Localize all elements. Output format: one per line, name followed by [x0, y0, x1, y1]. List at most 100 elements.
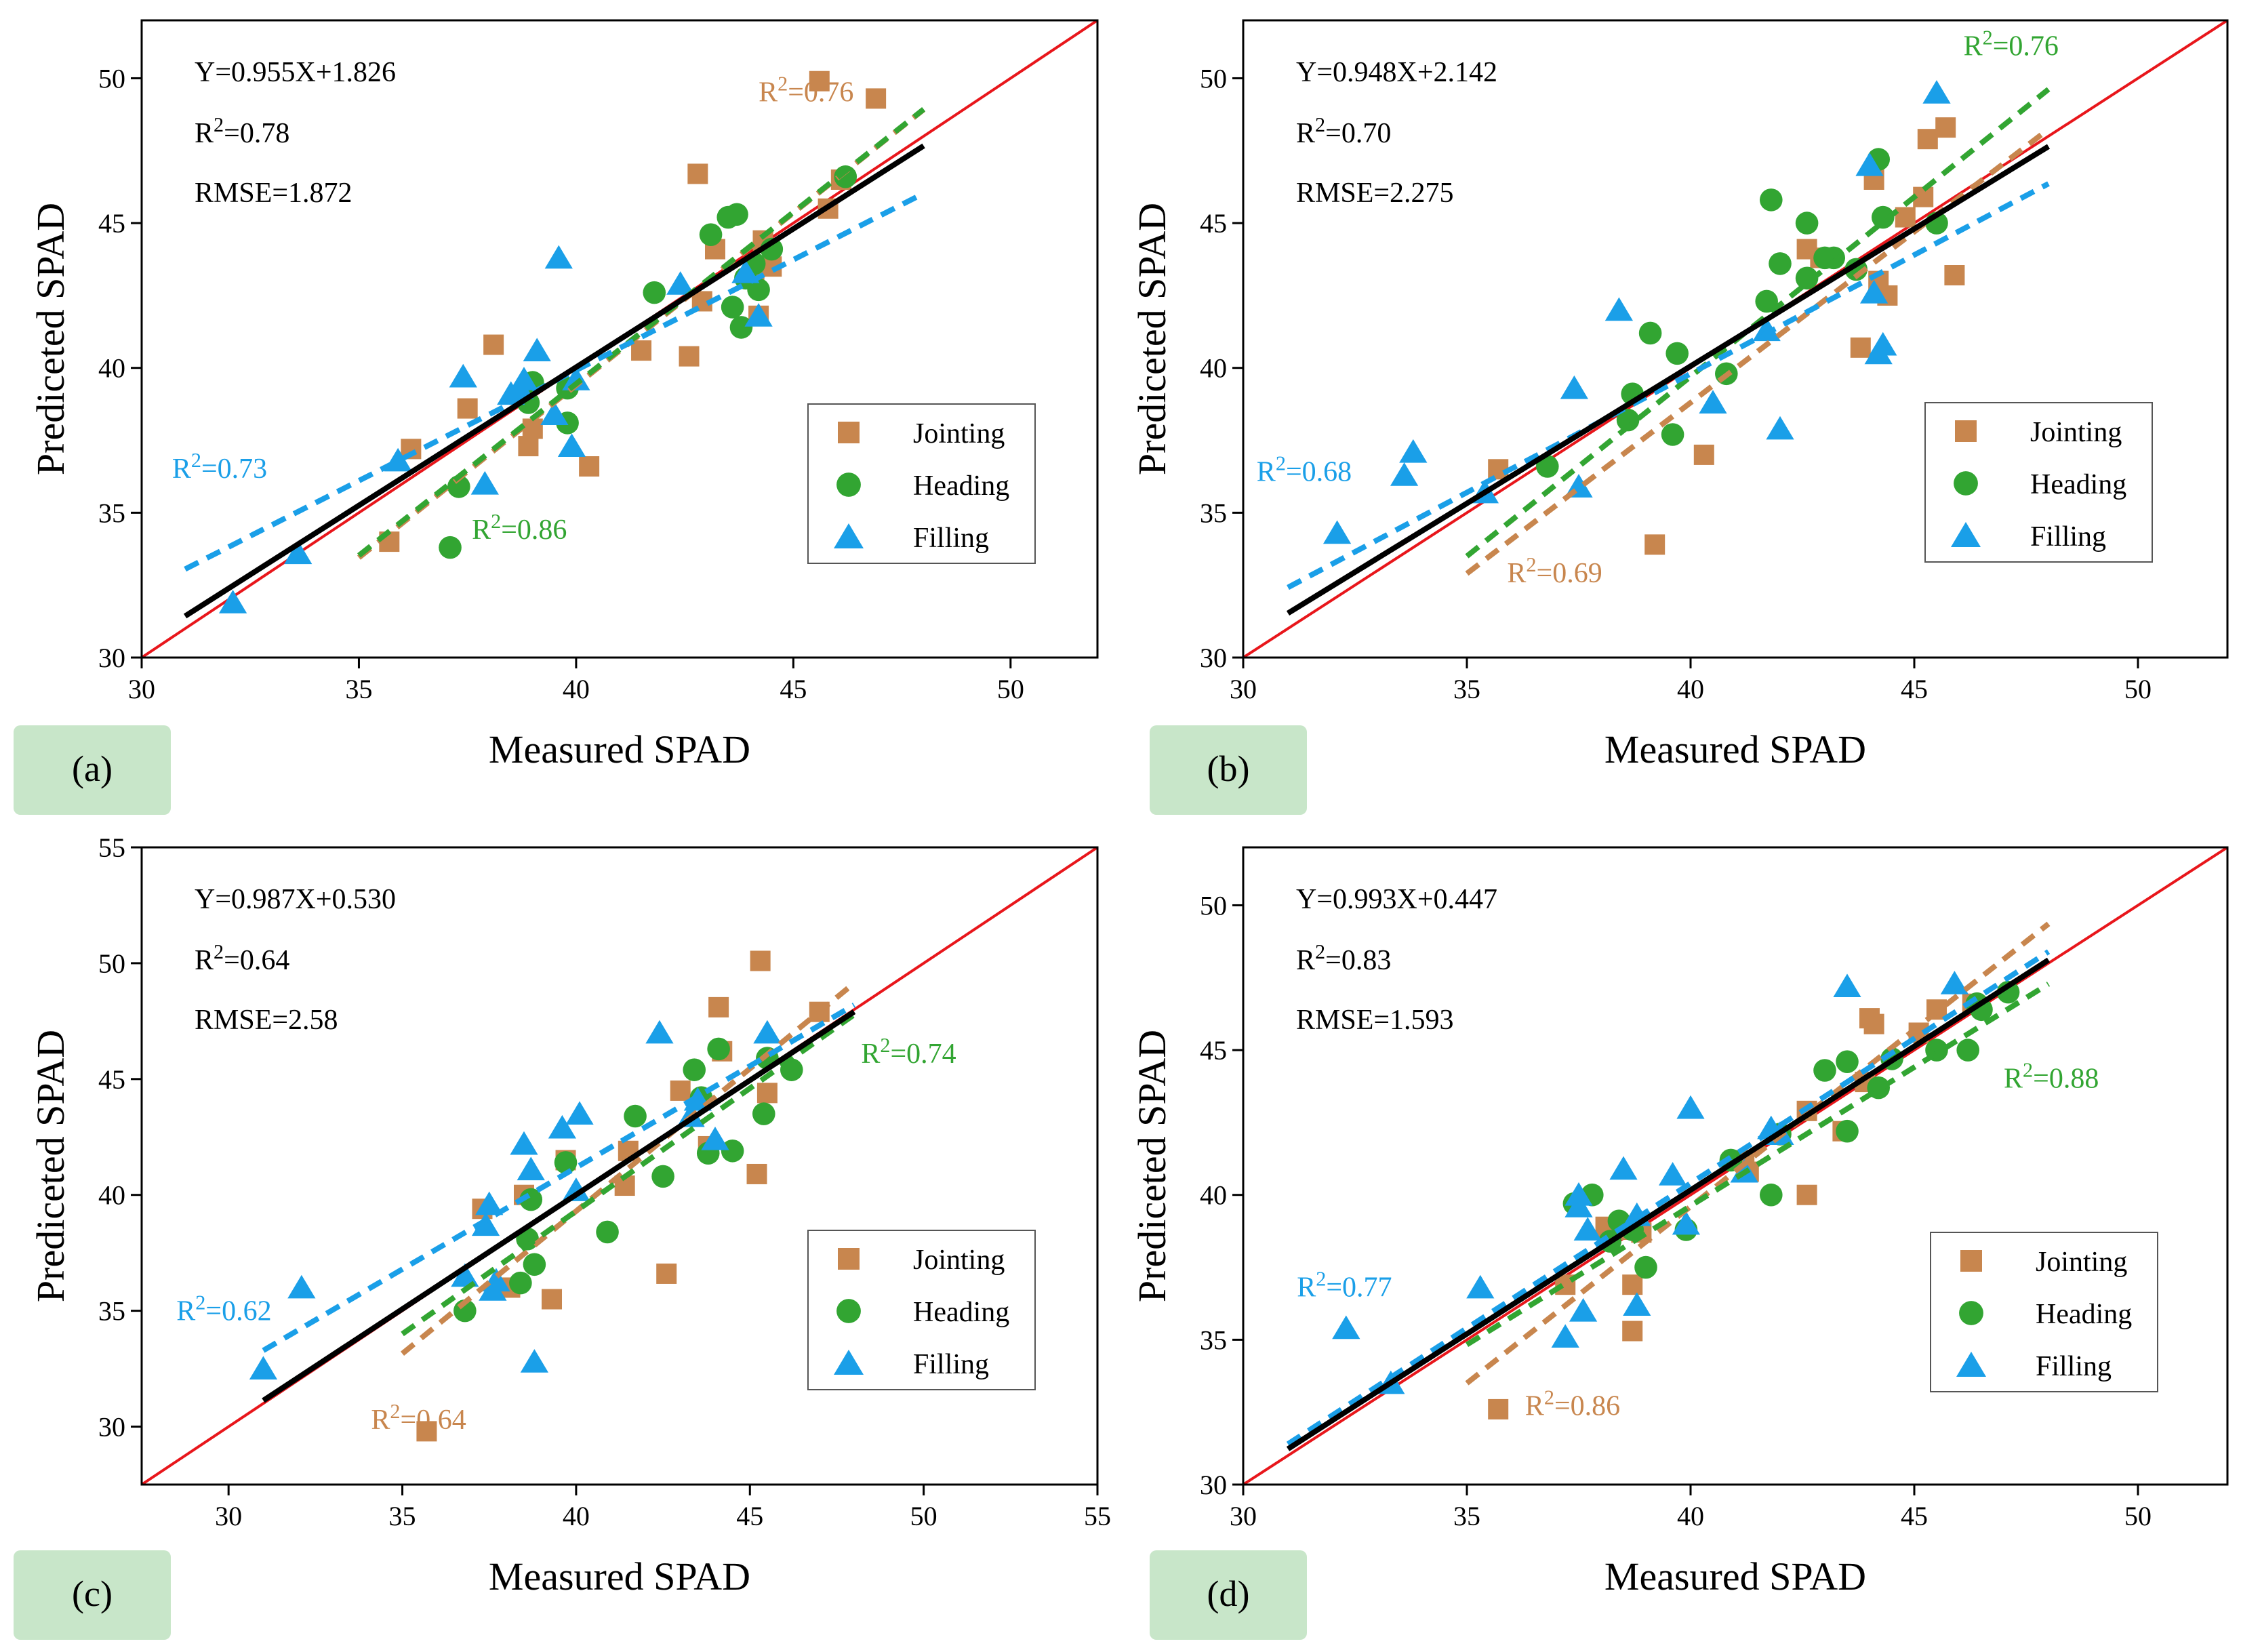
legend-jointing-label: Jointing [913, 418, 1005, 449]
legend: Jointing Heading Filling [807, 403, 1036, 564]
x-tick-label: 30 [1230, 674, 1257, 704]
heading-point [1616, 408, 1640, 432]
regression-equation: Y=0.955X+1.826 [195, 57, 396, 88]
x-axis-label: Measured SPAD [489, 727, 750, 771]
filling-point [744, 303, 773, 327]
y-tick-label: 50 [1200, 63, 1227, 94]
filling-point [562, 367, 590, 390]
filling-point [1564, 1194, 1593, 1217]
filling-point [475, 1191, 504, 1215]
jointing-point [679, 346, 700, 367]
plot-frame [140, 846, 1099, 1486]
jointing-point [656, 1263, 677, 1284]
jointing-point [1622, 1321, 1643, 1342]
y-tick-label: 50 [1200, 890, 1227, 921]
panel-label-background [14, 1550, 171, 1640]
y-tick-label: 35 [98, 1296, 125, 1327]
jointing-point [866, 88, 887, 109]
legend-heading-label: Heading [2036, 1299, 2132, 1330]
filling-point [523, 338, 551, 362]
jointing-point [416, 1421, 437, 1442]
y-tick-label: 35 [98, 498, 125, 528]
legend-jointing-marker [838, 422, 860, 443]
filling-point [1399, 439, 1428, 463]
jointing-point [756, 1083, 778, 1104]
filling-point [1390, 462, 1419, 486]
heading-point [1634, 1255, 1657, 1279]
x-tick-label: 40 [563, 674, 590, 704]
overall-r2: R2=0.78 [195, 113, 289, 149]
legend-filling-label: Filling [2030, 521, 2106, 552]
y-tick-label: 35 [1200, 1325, 1227, 1355]
heading-point [523, 1253, 546, 1276]
heading-point [1795, 266, 1819, 290]
panel-label-background [14, 725, 171, 815]
y-tick-label: 30 [98, 1412, 125, 1443]
filling-point [1699, 390, 1727, 414]
y-tick-label: 40 [98, 1180, 125, 1211]
legend-heading-marker [836, 1299, 861, 1323]
heading-point [683, 1058, 706, 1081]
legend-heading-label: Heading [913, 1297, 1009, 1328]
x-tick-label: 45 [780, 674, 807, 704]
panel-label: (c) [72, 1573, 113, 1614]
jointing-point [542, 1289, 563, 1310]
heading-point [707, 1037, 730, 1061]
jointing-r2-label: R2=0.69 [1507, 553, 1602, 589]
filling-r2-label: R2=0.62 [176, 1291, 271, 1327]
panel-c: R2=0.64 R2=0.74 R2=0.62 30 35 40 45 50 55 30 35 40 4… [14, 832, 1111, 1640]
heading-point [1769, 252, 1792, 275]
filling-r2-label: R2=0.68 [1257, 451, 1352, 487]
x-tick-label: 35 [1453, 674, 1480, 704]
heading-point [1661, 423, 1684, 446]
filling-point [1658, 1162, 1687, 1186]
y-tick-label: 30 [98, 643, 125, 673]
jointing-point [1693, 444, 1714, 465]
heading-point [1836, 1119, 1859, 1143]
filling-point [1676, 1095, 1705, 1119]
y-tick-label: 30 [1200, 643, 1227, 673]
heading-point [596, 1220, 619, 1244]
jointing-point [631, 340, 652, 361]
x-tick-label: 35 [1453, 1501, 1480, 1531]
filling-point [1766, 416, 1794, 440]
filling-point [284, 540, 312, 565]
filling-point [520, 1349, 549, 1373]
heading-point [643, 281, 666, 304]
overall-fit-line [1286, 957, 2051, 1451]
filling-point [1323, 520, 1352, 544]
filling-point [565, 1101, 594, 1125]
legend-heading-label: Heading [2030, 469, 2126, 500]
heading-point [519, 1188, 543, 1211]
legend-filling-marker [1951, 522, 1981, 547]
filling-point [1922, 80, 1951, 104]
jointing-point [579, 456, 600, 477]
y-axis-label: Prediceted SPAD [1130, 203, 1174, 475]
jointing-point [1796, 1184, 1817, 1205]
x-tick-label: 45 [1901, 674, 1928, 704]
filling-point [1869, 331, 1897, 356]
filling-point [287, 1274, 316, 1299]
filling-point [1940, 971, 1969, 994]
legend-jointing-marker [838, 1248, 860, 1270]
filling-point [510, 1131, 538, 1155]
rmse: RMSE=2.275 [1296, 178, 1454, 209]
x-tick-label: 30 [1230, 1501, 1257, 1531]
heading-point [1536, 455, 1559, 478]
y-tick-label: 40 [98, 353, 125, 384]
heading-r2-label: R2=0.86 [472, 510, 567, 546]
panel-b: R2=0.69 R2=0.76 R2=0.68 30 35 40 45 50 30 35 40 45 5… [1130, 19, 2229, 815]
heading-point [834, 165, 857, 188]
heading-point [624, 1104, 647, 1128]
x-axis-label: Measured SPAD [1604, 1554, 1866, 1598]
filling-point [666, 271, 695, 295]
jointing-point [1850, 337, 1871, 358]
y-tick-label: 50 [98, 63, 125, 94]
jointing-point [708, 996, 729, 1018]
plot-frame [140, 19, 1099, 659]
legend-heading-label: Heading [913, 470, 1009, 502]
x-tick-label: 40 [1677, 1501, 1704, 1531]
y-axis-label: Prediceted SPAD [1130, 1030, 1174, 1302]
x-tick-label: 50 [2124, 674, 2152, 704]
y-tick-label: 45 [98, 208, 125, 239]
